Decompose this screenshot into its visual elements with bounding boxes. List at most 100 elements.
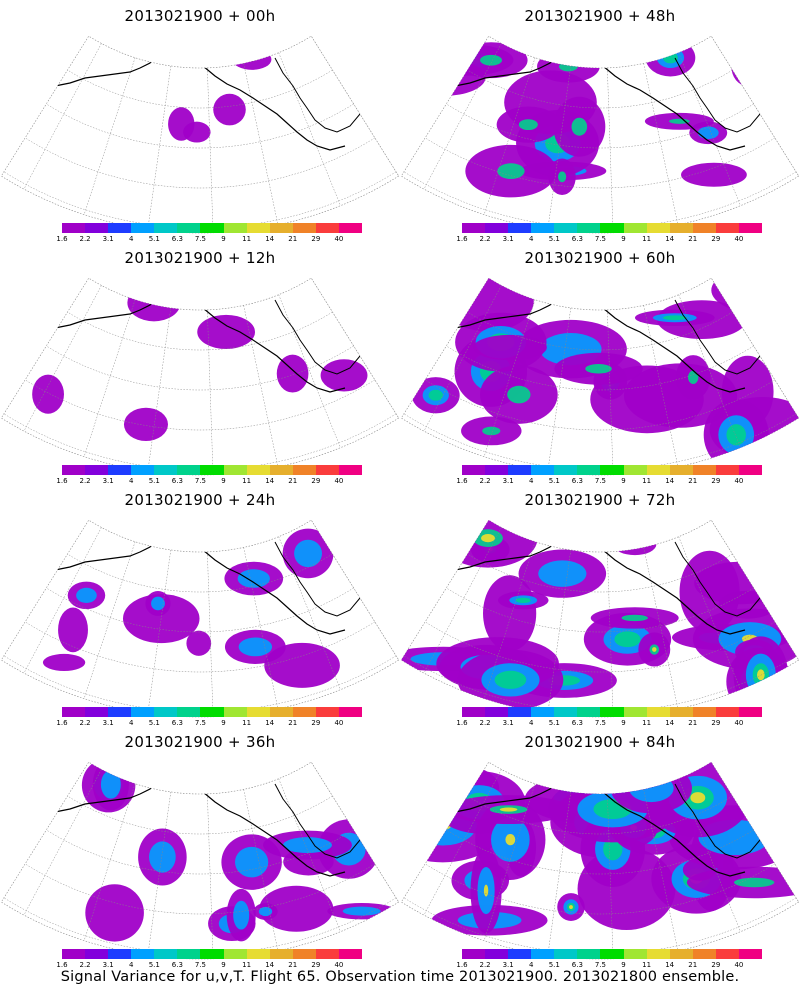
- island: [648, 278, 657, 286]
- colorbar-segment: [692, 223, 716, 233]
- island: [220, 38, 229, 46]
- variance-region: [558, 171, 567, 183]
- map-panel: 2013021900 + 36h 1.6 2.2 3.1 4 5.1 6.3 7.5 9 11 14…: [0, 726, 400, 969]
- colorbar-label: 6.3: [171, 477, 183, 485]
- graticule-parallel: [46, 587, 354, 633]
- variance-region: [497, 163, 525, 180]
- colorbar-segment: [200, 707, 224, 717]
- colorbar-label: 9: [621, 719, 626, 727]
- graticule-parallel: [446, 587, 754, 633]
- map-panel: 2013021900 + 00h 1.6 2.2 3.1 4 5.1 6.3 7.5 9 11 14…: [0, 0, 400, 243]
- colorbar-labels: 1.6 2.2 3.1 4 5.1 6.3 7.5 9 11 14 21 29 40: [456, 235, 762, 244]
- coastline: [674, 57, 761, 133]
- island: [242, 772, 251, 780]
- graticule-meridian: [83, 541, 136, 699]
- colorbar-labels: 1.6 2.2 3.1 4 5.1 6.3 7.5 9 11 14 21 29 40: [56, 961, 362, 970]
- colorbar-segment: [154, 949, 178, 959]
- variance-region: [283, 837, 332, 854]
- colorbar-label: 14: [265, 961, 275, 969]
- island: [662, 520, 671, 526]
- variance-region: [738, 55, 756, 78]
- colorbar-segment: [269, 465, 293, 475]
- colorbar-label: 5.1: [548, 961, 560, 969]
- variance-region: [127, 284, 181, 322]
- colorbar-labels: 1.6 2.2 3.1 4 5.1 6.3 7.5 9 11 14 21 29 40: [456, 477, 762, 486]
- graticule-parallel: [3, 897, 397, 955]
- colorbar-segment: [154, 223, 178, 233]
- graticule-parallel: [446, 345, 754, 391]
- colorbar-label: 3.1: [102, 235, 114, 243]
- colorbar-label: 2.2: [79, 961, 91, 969]
- colorbar-label: 21: [688, 477, 698, 485]
- colorbar-segment: [554, 223, 578, 233]
- panel-title: 2013021900 + 84h: [524, 733, 676, 751]
- graticule-parallel: [424, 137, 776, 189]
- colorbar-segment: [692, 949, 716, 959]
- colorbar-label: 6.3: [571, 719, 583, 727]
- colorbar-label: 7.5: [194, 477, 207, 485]
- colorbar-segment: [223, 223, 247, 233]
- colorbar-label: 4: [528, 477, 534, 485]
- island: [656, 284, 665, 292]
- colorbar-segment: [669, 707, 693, 717]
- island: [656, 768, 665, 776]
- island: [620, 764, 629, 772]
- colorbar-label: 1.6: [456, 477, 468, 485]
- graticule-meridian: [278, 294, 341, 448]
- graticule-parallel: [67, 311, 333, 351]
- island: [610, 42, 619, 50]
- graticule-meridian: [711, 278, 799, 419]
- graticule-meridian: [23, 527, 102, 674]
- panel-title: 2013021900 + 12h: [124, 249, 276, 267]
- variance-region: [58, 607, 88, 653]
- colorbar-label: 7.5: [194, 719, 207, 727]
- island: [236, 524, 245, 532]
- colorbar-segment: [623, 465, 647, 475]
- colorbar-segment: [223, 465, 247, 475]
- colorbar-label: 4: [528, 235, 534, 243]
- graticule-meridian: [547, 549, 572, 714]
- colorbar-segment: [338, 707, 363, 717]
- graticule-parallel: [24, 137, 376, 189]
- graticule-meridian: [278, 536, 341, 690]
- graticule-meridian: [311, 762, 399, 903]
- colorbar: [462, 223, 763, 233]
- island: [654, 292, 663, 300]
- island: [228, 770, 237, 778]
- graticule-parallel: [24, 863, 376, 915]
- island: [646, 296, 655, 304]
- island: [668, 40, 677, 48]
- colorbar-segment: [646, 223, 670, 233]
- colorbar-segment: [108, 949, 132, 959]
- colorbar-segment: [692, 465, 716, 475]
- graticule-parallel: [467, 69, 733, 109]
- colorbar-label: 29: [711, 719, 721, 727]
- variance-region: [334, 289, 395, 307]
- colorbar-segment: [600, 223, 624, 233]
- island: [636, 40, 645, 48]
- island: [646, 538, 655, 546]
- variance-region: [662, 315, 687, 321]
- variance-region: [613, 533, 657, 556]
- map-panel: 2013021900 + 72h 1.6 2.2 3.1 4 5.1 6.3 7.5 9 11 14…: [400, 484, 800, 727]
- island: [254, 534, 263, 542]
- colorbar-label: 11: [642, 961, 652, 969]
- colorbar-label: 7.5: [594, 961, 607, 969]
- graticule-parallel: [3, 171, 397, 229]
- variance-region: [757, 669, 765, 681]
- variance-region: [507, 385, 531, 404]
- colorbar-segment: [315, 949, 339, 959]
- graticule-meridian: [207, 309, 214, 475]
- map-canvas: [400, 761, 800, 960]
- colorbar-label: 5.1: [148, 961, 160, 969]
- colorbar-label: 5.1: [148, 477, 160, 485]
- island: [248, 36, 257, 44]
- variance-region: [694, 561, 786, 605]
- variance-region: [494, 670, 527, 689]
- colorbar: [462, 465, 763, 475]
- colorbar-segment: [577, 949, 601, 959]
- island: [248, 762, 257, 770]
- colorbar-label: 2.2: [479, 719, 491, 727]
- variance-region: [232, 49, 272, 70]
- graticule-parallel: [467, 795, 733, 835]
